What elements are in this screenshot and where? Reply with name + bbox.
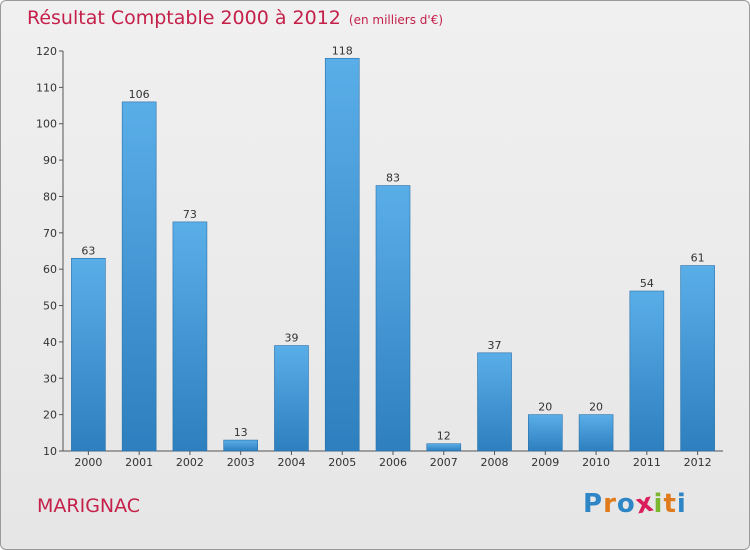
- x-tick-label: 2010: [582, 456, 610, 469]
- bar: [375, 185, 411, 452]
- y-tick-label: 30: [43, 372, 57, 385]
- logo-letter: P: [583, 489, 604, 519]
- bar: [71, 257, 106, 452]
- y-tick-label: 70: [43, 227, 57, 240]
- x-tick-label: 2006: [379, 456, 407, 469]
- data-label: 54: [640, 277, 654, 290]
- data-label: 118: [332, 44, 353, 57]
- chart-title: Résultat Comptable 2000 à 2012 (en millie…: [27, 7, 443, 29]
- y-tick-label: 40: [43, 336, 57, 349]
- logo-letter: i: [653, 489, 664, 519]
- bar: [324, 57, 360, 452]
- y-tick-label: 90: [43, 154, 57, 167]
- bar: [223, 439, 258, 452]
- commune-name: MARIGNAC: [37, 495, 141, 517]
- data-label: 13: [234, 426, 248, 439]
- bar: [121, 101, 157, 452]
- data-label: 37: [488, 339, 502, 352]
- bar: [528, 414, 563, 452]
- y-tick-label: 60: [43, 263, 57, 276]
- bar: [274, 345, 309, 452]
- data-label: 63: [81, 244, 95, 257]
- x-tick-label: 2009: [531, 456, 559, 469]
- data-label: 61: [691, 252, 705, 265]
- y-tick-label: 80: [43, 190, 57, 203]
- y-tick-label: 20: [43, 409, 57, 422]
- y-tick-label: 110: [36, 81, 57, 94]
- x-tick-label: 2012: [684, 456, 712, 469]
- x-tick-label: 2011: [633, 456, 661, 469]
- data-label: 20: [538, 401, 552, 414]
- y-tick-label: 100: [36, 118, 57, 131]
- logo-letter: t: [663, 489, 677, 519]
- logo-letter: r: [603, 489, 617, 519]
- chart-subtitle: (en milliers d'€): [348, 13, 444, 27]
- logo-letter: o: [616, 489, 636, 519]
- bar: [426, 443, 462, 452]
- x-tick-label: 2007: [430, 456, 458, 469]
- x-tick-label: 2001: [125, 456, 153, 469]
- data-label: 83: [386, 172, 400, 185]
- logo-letter: i: [676, 489, 687, 519]
- x-tick-label: 2005: [328, 456, 356, 469]
- data-label: 39: [284, 332, 298, 345]
- x-tick-label: 2008: [481, 456, 509, 469]
- bar: [629, 290, 665, 452]
- x-tick-label: 2002: [176, 456, 204, 469]
- y-tick-label: 10: [43, 445, 57, 458]
- bar: [578, 414, 614, 452]
- x-tick-label: 2004: [277, 456, 305, 469]
- data-label: 106: [129, 88, 150, 101]
- y-tick-label: 120: [36, 45, 57, 58]
- y-tick-label: 50: [43, 300, 57, 313]
- bar: [477, 352, 512, 452]
- data-label: 12: [437, 430, 451, 443]
- bar: [172, 221, 208, 452]
- proxiti-logo[interactable]: Proxiti: [583, 487, 687, 520]
- x-tick-label: 2000: [74, 456, 102, 469]
- chart-title-text: Résultat Comptable 2000 à 2012: [27, 7, 341, 29]
- data-label: 20: [589, 401, 603, 414]
- data-label: 73: [183, 208, 197, 221]
- bar: [680, 265, 715, 452]
- x-tick-label: 2003: [227, 456, 255, 469]
